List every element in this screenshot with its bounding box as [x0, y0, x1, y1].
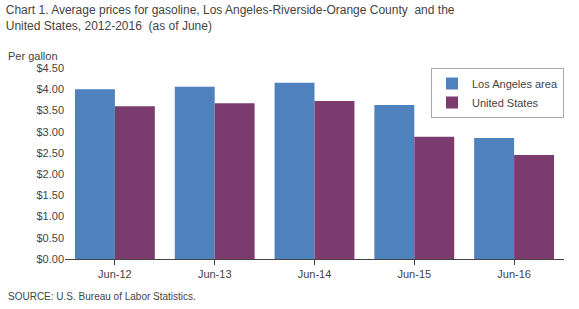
svg-text:Jun-14: Jun-14	[298, 268, 332, 280]
svg-text:$3.50: $3.50	[36, 104, 64, 116]
svg-text:$4.50: $4.50	[36, 62, 64, 74]
svg-text:$0.50: $0.50	[36, 232, 64, 244]
svg-text:Jun-13: Jun-13	[198, 268, 232, 280]
svg-text:$0.00: $0.00	[36, 253, 64, 265]
svg-text:$4.00: $4.00	[36, 83, 64, 95]
svg-text:Los Angeles area: Los Angeles area	[472, 78, 558, 90]
svg-text:Chart 1. Average prices for ga: Chart 1. Average prices for gasoline, Lo…	[6, 3, 455, 33]
svg-text:Jun-16: Jun-16	[497, 268, 531, 280]
svg-text:United States: United States	[472, 97, 539, 109]
svg-text:$2.00: $2.00	[36, 168, 64, 180]
svg-text:Jun-12: Jun-12	[98, 268, 132, 280]
svg-text:$1.00: $1.00	[36, 210, 64, 222]
svg-text:SOURCE: U.S. Bureau of Labor S: SOURCE: U.S. Bureau of Labor Statistics.	[8, 291, 196, 302]
svg-text:$3.00: $3.00	[36, 126, 64, 138]
svg-text:$1.50: $1.50	[36, 189, 64, 201]
svg-text:Per gallon: Per gallon	[8, 50, 58, 62]
svg-text:$2.50: $2.50	[36, 147, 64, 159]
svg-text:Jun-15: Jun-15	[397, 268, 431, 280]
